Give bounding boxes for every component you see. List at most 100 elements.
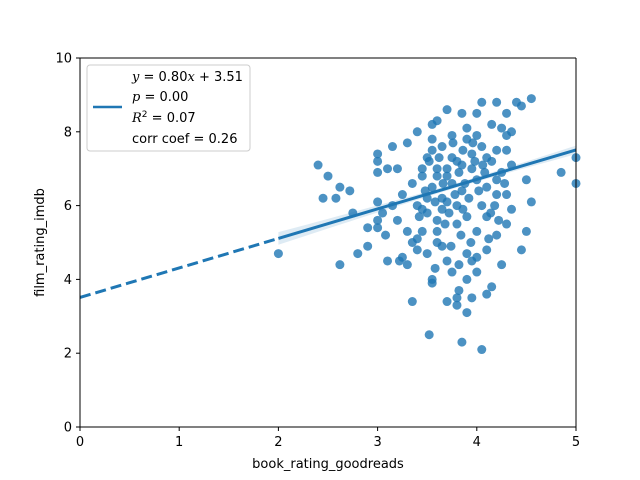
legend-r-sup: 2	[142, 110, 148, 120]
data-point	[373, 197, 383, 207]
data-point	[458, 145, 468, 155]
data-point	[556, 167, 566, 177]
legend: y = 0.80x + 3.51 p = 0.00 R2 = 0.07 corr…	[86, 64, 251, 152]
data-point	[467, 149, 477, 159]
data-point	[472, 267, 482, 277]
data-point	[487, 119, 497, 129]
data-point	[480, 167, 490, 177]
legend-corr-coef: corr coef = 0.26	[132, 132, 237, 147]
data-point	[432, 238, 442, 247]
data-point	[430, 197, 440, 207]
y-tick-label: 10	[55, 52, 72, 67]
data-point	[462, 249, 472, 259]
x-axis-label: book_rating_goodreads	[252, 457, 404, 472]
data-point	[487, 282, 497, 292]
data-point	[477, 345, 487, 355]
data-point	[470, 156, 480, 166]
data-point	[462, 274, 472, 284]
data-point	[457, 337, 467, 347]
x-tick-label: 3	[373, 435, 381, 450]
axes-frame	[79, 57, 577, 428]
data-point	[381, 230, 391, 240]
data-point	[392, 215, 402, 225]
data-point	[442, 197, 452, 207]
data-point	[422, 249, 432, 259]
regression-line-layer	[79, 148, 577, 299]
data-point	[454, 285, 464, 295]
data-point	[464, 193, 474, 203]
data-point	[438, 178, 448, 188]
data-point	[521, 175, 531, 185]
data-point	[432, 164, 442, 174]
data-point	[442, 171, 452, 181]
data-point	[397, 252, 407, 262]
data-points-layer	[273, 94, 581, 355]
data-point	[373, 149, 383, 159]
data-point	[373, 167, 383, 177]
data-point	[492, 145, 502, 155]
data-point	[477, 201, 487, 211]
data-point	[502, 145, 512, 155]
data-point	[383, 164, 393, 174]
data-point	[440, 219, 450, 229]
data-point	[335, 182, 345, 192]
y-tick-label: 0	[64, 421, 72, 436]
data-point	[472, 252, 482, 262]
data-point	[494, 215, 504, 225]
legend-equation: y = 0.80x + 3.51	[131, 70, 243, 85]
data-point	[507, 204, 517, 214]
legend-eq-intercept: + 3.51	[195, 70, 243, 85]
data-point	[424, 156, 434, 166]
data-point	[466, 238, 476, 247]
data-point	[502, 219, 512, 229]
data-point	[482, 289, 492, 299]
y-tick-label: 2	[64, 347, 72, 362]
data-point	[448, 138, 458, 148]
data-point	[412, 201, 422, 211]
data-point	[516, 101, 526, 111]
data-point	[427, 182, 437, 192]
data-point	[442, 105, 452, 115]
data-point	[446, 241, 456, 251]
data-point	[482, 245, 492, 255]
data-point	[397, 190, 407, 200]
legend-p-value: p = 0.00	[132, 90, 188, 105]
data-point	[427, 278, 437, 288]
data-point	[432, 215, 442, 225]
data-point	[450, 190, 460, 200]
data-point	[478, 160, 488, 170]
y-tick-label: 8	[64, 125, 72, 140]
data-point	[313, 160, 323, 170]
data-point	[497, 260, 507, 270]
legend-eq-y: y	[131, 70, 140, 85]
data-point	[363, 241, 373, 251]
data-point	[412, 127, 422, 137]
data-point	[486, 208, 496, 218]
data-point	[474, 186, 484, 196]
data-point	[502, 108, 512, 118]
x-tick-label: 4	[473, 435, 481, 450]
data-point	[373, 223, 383, 233]
data-point	[412, 245, 422, 255]
legend-box	[86, 64, 251, 152]
y-axis-label: film_rating_imdb	[33, 188, 48, 297]
data-point	[422, 208, 432, 218]
data-point	[477, 97, 487, 107]
data-point	[373, 215, 383, 225]
legend-r-squared: R2 = 0.07	[131, 110, 196, 126]
data-point	[477, 142, 487, 152]
data-point	[457, 108, 467, 118]
data-point	[454, 167, 464, 177]
data-point	[452, 219, 462, 229]
data-point	[417, 226, 427, 236]
x-tick-label: 1	[175, 435, 183, 450]
data-point	[447, 130, 457, 140]
data-point	[363, 223, 373, 233]
data-point	[424, 330, 434, 340]
data-point	[500, 178, 510, 188]
legend-r-val: = 0.07	[148, 111, 196, 126]
data-point	[442, 297, 452, 307]
data-point	[462, 308, 472, 318]
legend-r-symbol: R	[131, 111, 142, 126]
data-point	[417, 171, 427, 181]
